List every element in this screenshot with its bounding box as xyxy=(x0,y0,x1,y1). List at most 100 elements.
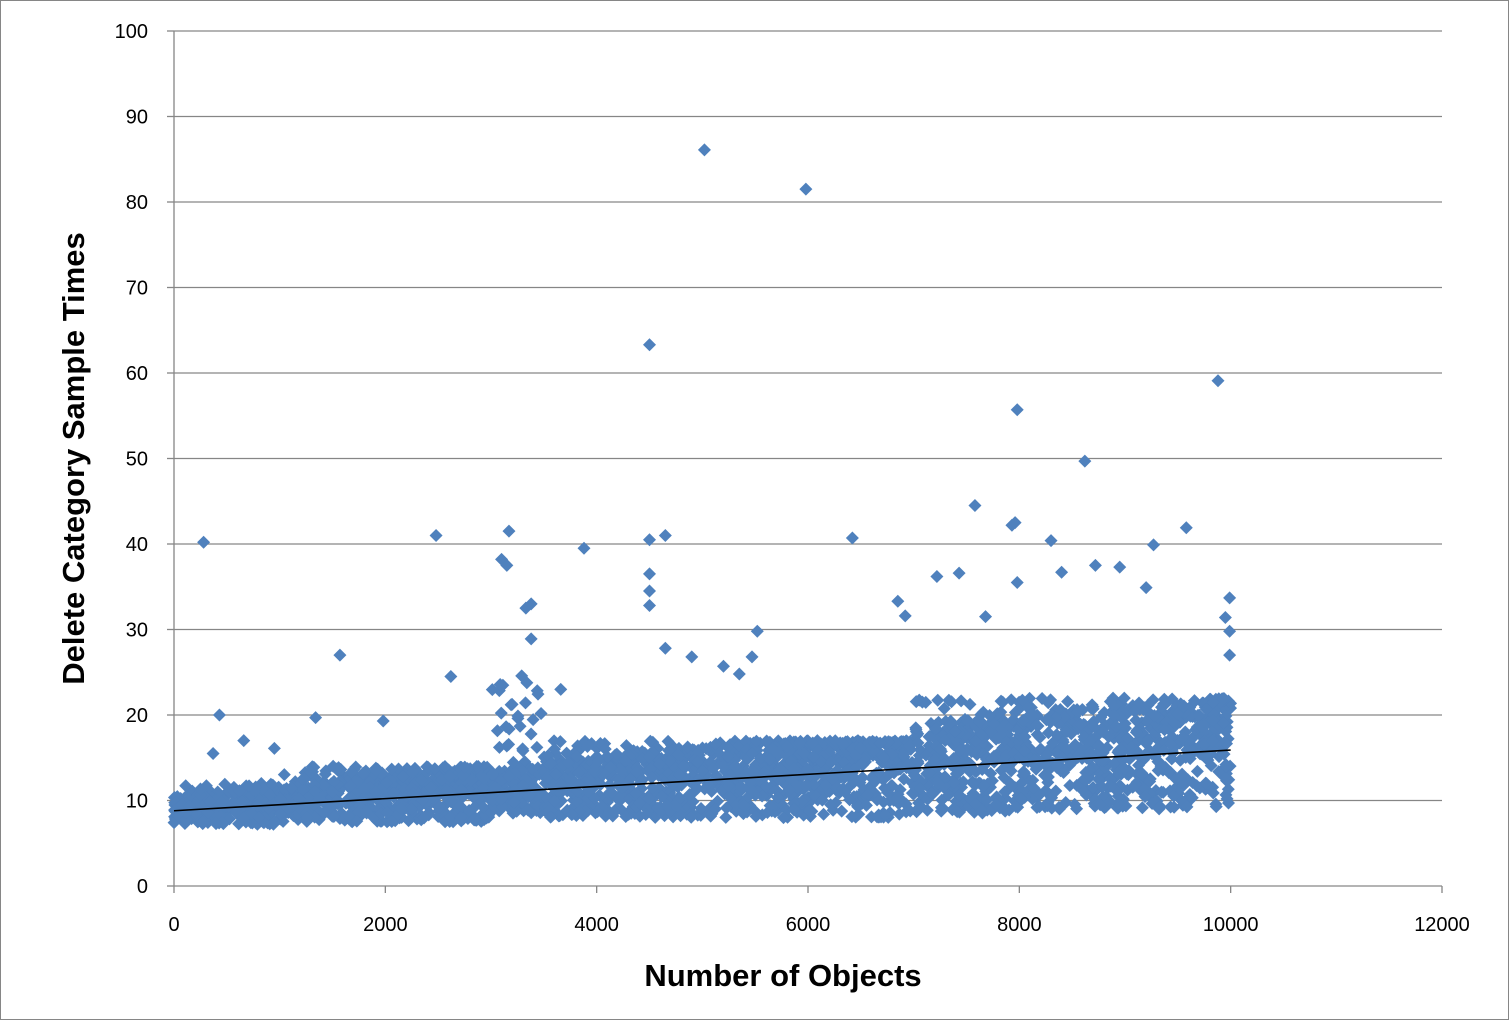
data-point xyxy=(1093,798,1107,812)
data-point xyxy=(644,762,658,776)
data-point xyxy=(1103,794,1117,808)
data-point xyxy=(504,698,518,712)
data-point xyxy=(668,799,682,813)
x-tick-label: 2000 xyxy=(363,914,408,936)
data-point xyxy=(380,806,394,820)
data-point xyxy=(405,765,419,779)
data-point xyxy=(570,750,584,764)
data-point xyxy=(632,796,646,810)
data-point xyxy=(1217,692,1231,706)
x-tick-label: 10000 xyxy=(1203,914,1259,936)
data-point xyxy=(787,762,801,776)
data-point xyxy=(975,762,989,776)
data-point xyxy=(488,781,502,795)
data-point xyxy=(1103,695,1117,709)
data-point xyxy=(937,702,951,716)
data-point xyxy=(961,714,975,728)
data-point xyxy=(506,755,520,769)
data-point xyxy=(1176,775,1190,789)
data-point xyxy=(771,790,785,804)
data-point xyxy=(989,797,1003,811)
data-point xyxy=(1176,730,1190,744)
data-point xyxy=(284,781,298,795)
data-point xyxy=(203,795,217,809)
data-point xyxy=(404,802,418,816)
data-point xyxy=(645,771,659,785)
data-point xyxy=(1040,748,1054,762)
data-point-outlier xyxy=(930,569,944,583)
data-point xyxy=(521,803,535,817)
data-point xyxy=(737,799,751,813)
data-point xyxy=(443,810,457,824)
data-point xyxy=(719,801,733,815)
data-point xyxy=(274,792,288,806)
data-point-outlier xyxy=(1223,624,1237,638)
y-tick-label: 100 xyxy=(115,21,148,43)
y-tick-label: 90 xyxy=(126,107,148,129)
data-point xyxy=(739,734,753,748)
data-point xyxy=(933,742,947,756)
data-point xyxy=(526,713,540,727)
data-point-outlier xyxy=(444,670,458,684)
data-point xyxy=(909,721,923,735)
data-point xyxy=(584,774,598,788)
data-point xyxy=(1138,790,1152,804)
data-point xyxy=(744,782,758,796)
data-point xyxy=(614,764,628,778)
data-point-outlier xyxy=(845,531,859,545)
data-point xyxy=(749,734,763,748)
data-point xyxy=(977,778,991,792)
data-point xyxy=(486,793,500,807)
data-point xyxy=(598,742,612,756)
data-point xyxy=(1028,753,1042,767)
data-point xyxy=(343,779,357,793)
data-point-outlier xyxy=(716,659,730,673)
data-point xyxy=(327,809,341,823)
data-point xyxy=(402,814,416,828)
data-point xyxy=(356,766,370,780)
data-point xyxy=(350,814,364,828)
data-point xyxy=(552,809,566,823)
data-point xyxy=(502,769,516,783)
data-point xyxy=(570,794,584,808)
data-point xyxy=(673,768,687,782)
x-tick-label: 6000 xyxy=(786,914,831,936)
data-point xyxy=(995,722,1009,736)
data-point xyxy=(1185,791,1199,805)
data-point xyxy=(929,721,943,735)
data-point xyxy=(1151,764,1165,778)
data-point xyxy=(1035,692,1049,706)
data-point-outlier xyxy=(891,594,905,608)
data-point xyxy=(674,809,688,823)
x-tick-label: 12000 xyxy=(1414,914,1470,936)
data-point xyxy=(1095,780,1109,794)
data-point xyxy=(534,707,548,721)
data-point xyxy=(969,734,983,748)
data-point xyxy=(1082,735,1096,749)
data-point xyxy=(931,776,945,790)
y-tick-label: 30 xyxy=(126,620,148,642)
data-point xyxy=(980,793,994,807)
x-axis-title: Number of Objects xyxy=(644,958,921,993)
data-point xyxy=(665,777,679,791)
data-point xyxy=(662,743,676,757)
data-point xyxy=(1018,766,1032,780)
data-point xyxy=(746,764,760,778)
data-point xyxy=(467,813,481,827)
data-point xyxy=(1186,776,1200,790)
data-point xyxy=(565,807,579,821)
data-point xyxy=(966,776,980,790)
data-point xyxy=(604,760,618,774)
data-point xyxy=(947,776,961,790)
data-point xyxy=(369,785,383,799)
data-point xyxy=(806,750,820,764)
data-point xyxy=(327,774,341,788)
data-point-outlier xyxy=(1211,374,1225,388)
data-point xyxy=(1019,699,1033,713)
data-point xyxy=(945,695,959,709)
data-point-outlier xyxy=(1147,538,1161,552)
data-point xyxy=(1084,701,1098,715)
data-point-outlier xyxy=(952,566,966,580)
data-point xyxy=(385,815,399,829)
